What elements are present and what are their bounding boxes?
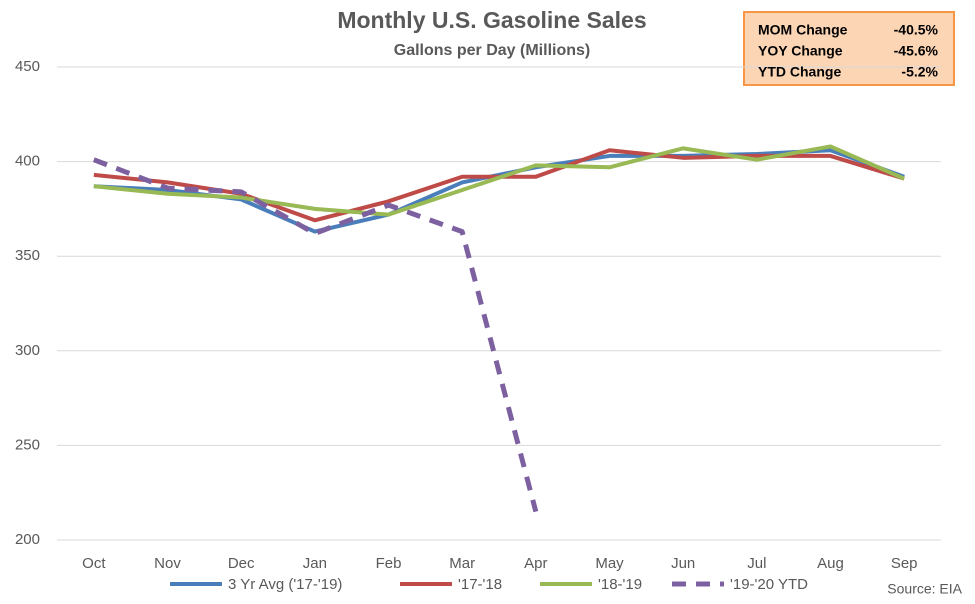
series-line xyxy=(92,157,539,513)
legend-label: 3 Yr Avg ('17-'19) xyxy=(228,576,342,593)
legend-label: '18-'19 xyxy=(598,576,642,593)
series-line xyxy=(93,144,905,217)
chart-title: Monthly U.S. Gasoline Sales xyxy=(337,7,646,33)
x-tick-label: Sep xyxy=(891,555,918,572)
x-tick-label: Nov xyxy=(154,555,181,572)
x-tick-label: Aug xyxy=(817,555,844,572)
x-tick-label: Apr xyxy=(524,555,547,572)
x-tick-label: Feb xyxy=(376,555,402,572)
info-label: YTD Change xyxy=(758,64,841,80)
info-box xyxy=(743,11,955,86)
info-label: YOY Change xyxy=(758,43,843,59)
x-tick-label: Jul xyxy=(747,555,766,572)
info-value: -40.5% xyxy=(894,22,939,38)
y-tick-label: 250 xyxy=(15,436,40,453)
info-label: MOM Change xyxy=(758,22,848,38)
x-tick-label: Dec xyxy=(228,555,255,572)
x-tick-label: Jan xyxy=(303,555,327,572)
y-tick-label: 200 xyxy=(15,531,40,548)
series-line xyxy=(93,148,905,223)
x-tick-label: May xyxy=(595,555,624,572)
x-tick-label: Jun xyxy=(671,555,695,572)
chart-subtitle: Gallons per Day (Millions) xyxy=(394,42,590,59)
info-value: -5.2% xyxy=(901,64,938,80)
legend-label: '19-'20 YTD xyxy=(730,576,808,593)
y-tick-label: 300 xyxy=(15,342,40,359)
x-tick-label: Oct xyxy=(82,555,106,572)
legend-label: '17-'18 xyxy=(458,576,502,593)
source: Source: EIA xyxy=(887,581,962,597)
x-tick-label: Mar xyxy=(449,555,475,572)
y-tick-label: 400 xyxy=(15,153,40,170)
y-tick-label: 450 xyxy=(15,58,40,75)
y-tick-label: 350 xyxy=(15,247,40,264)
info-value: -45.6% xyxy=(894,43,939,59)
